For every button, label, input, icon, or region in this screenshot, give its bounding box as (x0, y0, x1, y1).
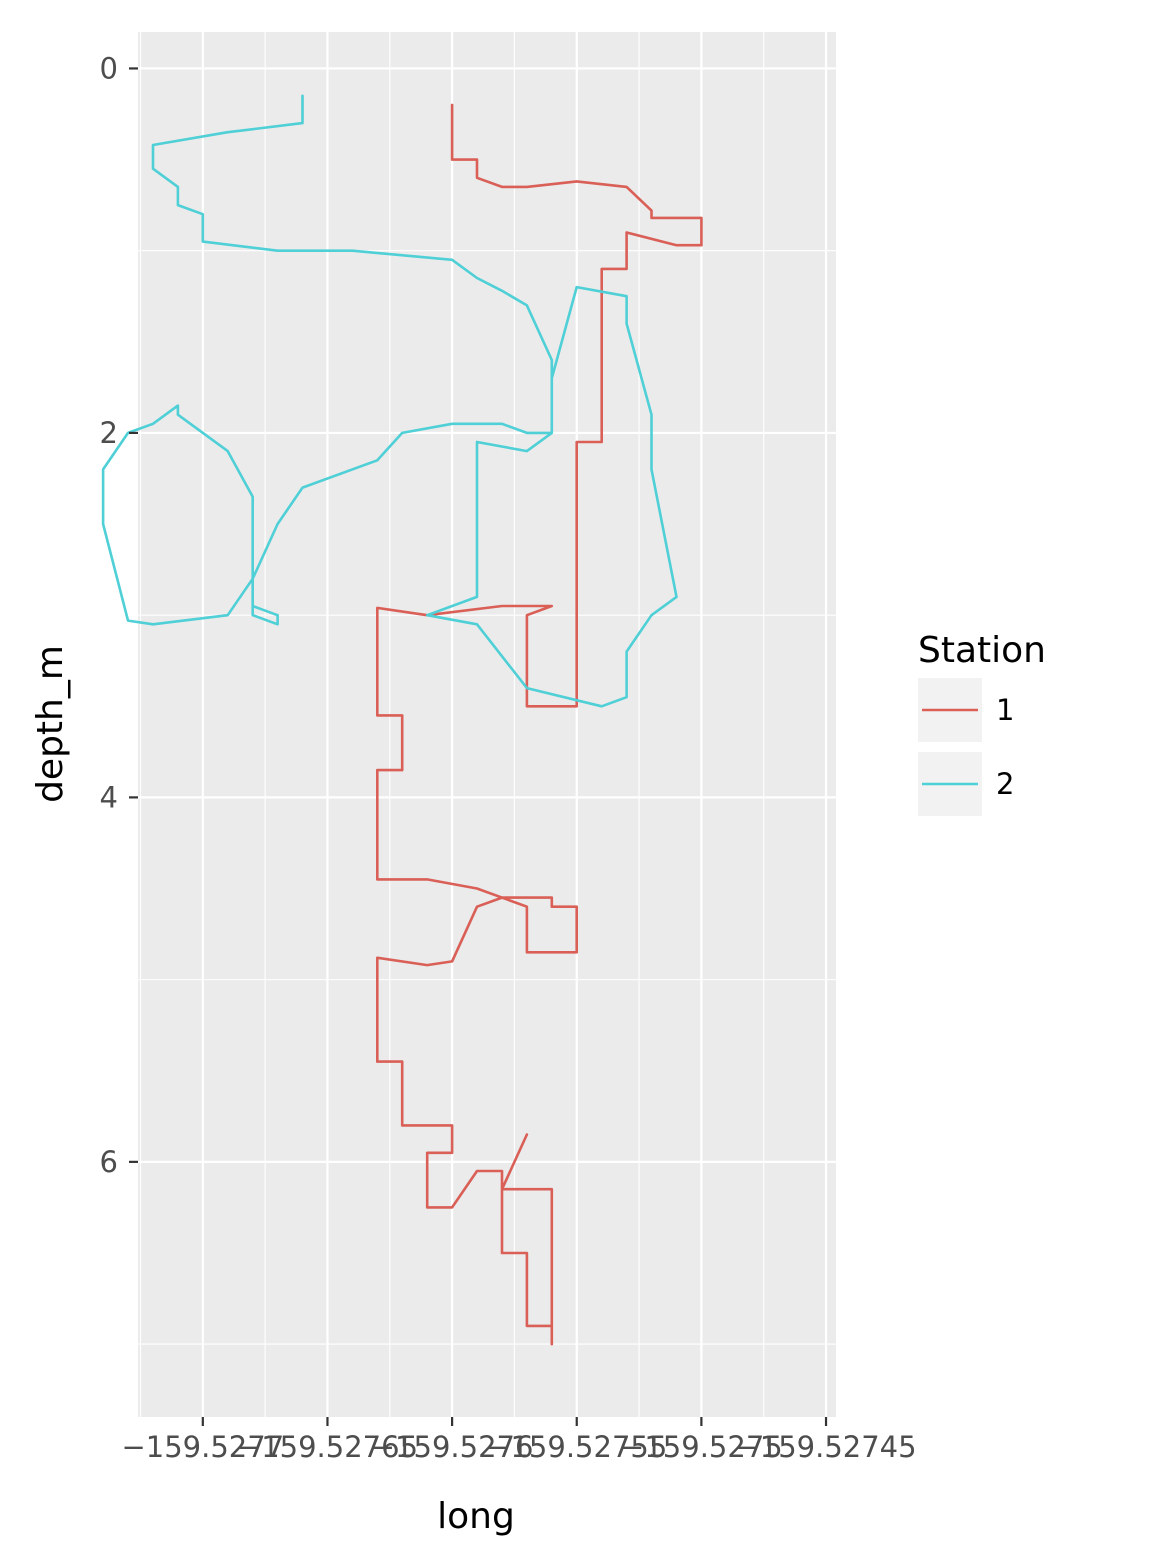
series-line-2 (101, 94, 678, 708)
y-tick-label: 2 (100, 416, 118, 450)
x-tick-label: −159.52755 (486, 1430, 667, 1464)
x-tick-label: −159.52765 (237, 1430, 418, 1464)
major-gridlines (138, 32, 836, 1417)
legend-item-1: 1 (918, 678, 1014, 742)
y-axis: 0 2 4 6 (100, 51, 138, 1179)
plot-panel (138, 32, 836, 1417)
x-tick-label: −159.5277 (121, 1430, 284, 1464)
x-tick-label: −159.52745 (735, 1430, 916, 1464)
y-axis-title: depth_m (30, 645, 71, 803)
minor-gridlines (138, 32, 836, 1417)
y-tick-label: 6 (100, 1145, 118, 1179)
legend-label-2: 2 (996, 767, 1014, 801)
series-line-1 (376, 103, 703, 1346)
series-layer (101, 94, 703, 1346)
x-axis: −159.5277−159.52765−159.5276−159.52755−1… (121, 1417, 917, 1464)
y-tick-label: 4 (100, 780, 118, 814)
x-tick-label: −159.5276 (371, 1430, 534, 1464)
legend-title: Station (918, 630, 1046, 671)
x-axis-title: long (437, 1496, 515, 1537)
legend-item-2: 2 (918, 752, 1014, 816)
x-tick-label: −159.5275 (620, 1430, 783, 1464)
legend: Station 1 2 (918, 630, 1046, 816)
legend-label-1: 1 (996, 693, 1014, 727)
y-tick-label: 0 (100, 51, 118, 85)
